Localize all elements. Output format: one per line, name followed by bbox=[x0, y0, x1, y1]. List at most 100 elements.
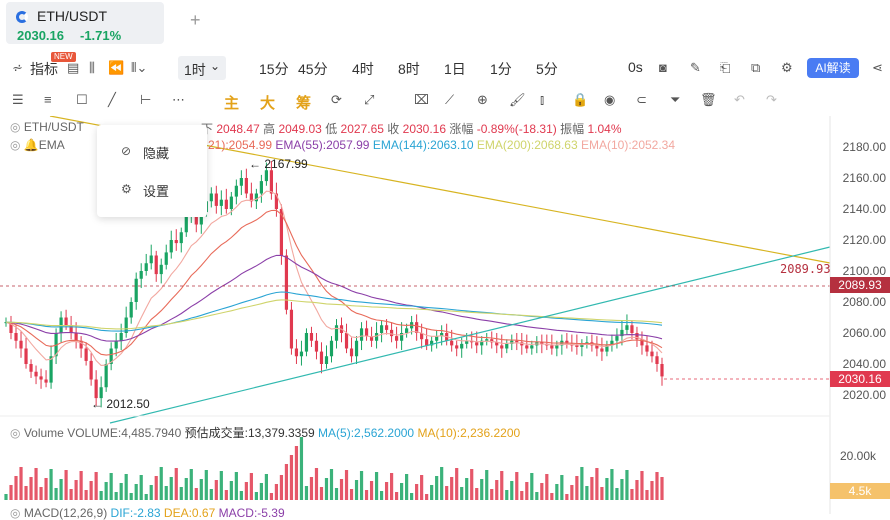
macd-dif: DIF:-2.83 bbox=[110, 506, 161, 520]
settings-menu-item[interactable]: 设置 bbox=[143, 184, 170, 199]
text-tool-icon[interactable]: ⌧ bbox=[414, 92, 429, 107]
undo-box-icon[interactable]: ⎗ bbox=[720, 60, 731, 75]
interval-selector[interactable]: 1时 ⌄ bbox=[178, 56, 226, 80]
menu-icon[interactable]: ☰ bbox=[12, 92, 24, 107]
trendline-icon[interactable]: ╱ bbox=[108, 92, 116, 107]
pen-icon[interactable]: ✎ bbox=[690, 60, 701, 75]
amplitude-label: 振幅 bbox=[560, 122, 585, 136]
template-icon[interactable]: ▤ bbox=[67, 60, 80, 75]
top-toolbar: ⩫ 指标 ▤ ⫼ ⏪ ⫴⌄ 15分 45分 4时 8时 1日 1分 5分 0s … bbox=[0, 54, 890, 82]
horizontal-line-icon[interactable]: ⊢ bbox=[140, 92, 152, 107]
zoom-icon[interactable]: ⊕ bbox=[477, 92, 488, 107]
sync-icon[interactable]: ⟳ bbox=[331, 92, 342, 107]
volume-bar bbox=[339, 479, 344, 500]
volume-bar bbox=[114, 492, 118, 500]
window-icon[interactable]: ⧉ bbox=[751, 60, 761, 75]
magnet-icon[interactable]: ⊂ bbox=[636, 92, 647, 107]
volume-bar bbox=[374, 472, 379, 500]
candle-body bbox=[49, 356, 53, 383]
candle-body bbox=[114, 340, 118, 349]
candle-body bbox=[244, 178, 248, 194]
candle-body bbox=[229, 196, 233, 209]
redo-icon[interactable]: ↷ bbox=[766, 92, 777, 107]
ai-analysis-button[interactable]: AI解读 bbox=[807, 58, 859, 78]
share-icon[interactable]: ⋖ bbox=[872, 60, 883, 75]
candle-body bbox=[79, 340, 83, 349]
volume-bar bbox=[279, 475, 284, 500]
volume-eye-icon[interactable]: ◎ bbox=[10, 426, 21, 440]
candle-body bbox=[299, 351, 304, 357]
big-order-button[interactable]: 大 bbox=[260, 95, 276, 112]
interval-45m[interactable]: 45分 bbox=[298, 61, 328, 77]
hide-menu-item[interactable]: 隐藏 bbox=[143, 146, 170, 161]
volume-bar bbox=[344, 470, 349, 500]
interval-5m[interactable]: 5分 bbox=[536, 61, 558, 77]
candles-icon[interactable]: ⫾ bbox=[540, 92, 545, 107]
ema21-value: 21):2054.99 bbox=[208, 138, 273, 152]
bell-icon[interactable]: 🔔 bbox=[23, 138, 39, 152]
rectangle-icon[interactable]: ☐ bbox=[76, 92, 88, 107]
brush-icon[interactable]: 🖌 bbox=[509, 92, 526, 107]
candle-body bbox=[525, 345, 529, 349]
candle-body bbox=[34, 371, 38, 377]
volume-bar bbox=[309, 477, 314, 500]
filter-icon[interactable]: ⏷ bbox=[670, 92, 681, 107]
volume-bar bbox=[269, 493, 274, 500]
eye-toggle-icon[interactable]: ◎ bbox=[10, 120, 21, 134]
eye-icon[interactable]: ◉ bbox=[604, 92, 616, 107]
measure-icon[interactable]: ⤢ bbox=[364, 92, 375, 107]
lock-icon[interactable]: 🔒 bbox=[572, 92, 589, 107]
interval-0s[interactable]: 0s bbox=[628, 59, 643, 75]
tab-eth-usdt[interactable]: ETH/USDT 2030.16 -1.71% bbox=[6, 2, 164, 44]
add-tab-button[interactable]: + bbox=[190, 10, 201, 30]
settings-icon[interactable]: ⚙ bbox=[781, 60, 793, 75]
volume-est: 预估成交量:13,379.3359 bbox=[184, 426, 315, 440]
chart-type-icon[interactable]: ⫴⌄ bbox=[131, 60, 148, 75]
candle-body bbox=[425, 339, 429, 346]
volume-bar bbox=[334, 488, 339, 500]
chips-button[interactable]: 筹 bbox=[296, 95, 312, 112]
camera-icon[interactable]: ◙ bbox=[659, 60, 667, 75]
indicator-button[interactable]: 指标 bbox=[30, 61, 58, 77]
candle-body bbox=[435, 336, 439, 341]
interval-1d[interactable]: 1日 bbox=[444, 61, 466, 77]
macd-eye-icon[interactable]: ◎ bbox=[10, 506, 21, 520]
replay-icon[interactable]: ⏪ bbox=[108, 60, 125, 75]
candle-body bbox=[515, 340, 519, 343]
candle-body bbox=[645, 345, 649, 352]
candle-body bbox=[349, 348, 354, 357]
candle-body bbox=[269, 170, 274, 194]
volume-bar bbox=[189, 469, 193, 500]
undo-icon[interactable]: ↶ bbox=[734, 92, 745, 107]
layout-icon[interactable]: ⫼ bbox=[89, 60, 95, 75]
interval-1m[interactable]: 1分 bbox=[490, 61, 512, 77]
candle-body bbox=[134, 278, 138, 302]
volume-bar bbox=[435, 476, 439, 500]
interval-8h[interactable]: 8时 bbox=[398, 61, 420, 77]
candle-body bbox=[84, 348, 88, 361]
more-icon[interactable]: ⋯ bbox=[172, 92, 185, 107]
volume-bar bbox=[169, 477, 173, 500]
list-icon[interactable]: ≡ bbox=[44, 92, 52, 107]
tab-change: -1.71% bbox=[80, 28, 122, 43]
candle-body bbox=[279, 209, 284, 256]
price-chart[interactable] bbox=[0, 116, 890, 514]
interval-15m[interactable]: 15分 bbox=[259, 61, 289, 77]
candle-body bbox=[495, 342, 499, 346]
candle-body bbox=[254, 193, 258, 202]
ruler-icon[interactable]: ⟋ bbox=[445, 92, 455, 107]
volume-bar bbox=[244, 482, 248, 500]
main-chart-button[interactable]: 主 bbox=[224, 95, 240, 112]
candle-body bbox=[164, 252, 168, 265]
volume-bar bbox=[64, 470, 68, 500]
tab-bar: ETH/USDT 2030.16 -1.71% + bbox=[0, 0, 890, 46]
volume-bar bbox=[84, 490, 88, 500]
chevron-down-icon: ⌄ bbox=[210, 59, 221, 73]
volume-bar bbox=[179, 487, 183, 500]
volume-bar bbox=[89, 481, 93, 500]
trash-icon[interactable]: 🗑 bbox=[700, 92, 717, 107]
interval-4h[interactable]: 4时 bbox=[352, 61, 374, 77]
volume-bar bbox=[510, 481, 514, 500]
ema-eye-icon[interactable]: ◎ bbox=[10, 138, 21, 152]
high-label: 高 bbox=[263, 122, 276, 136]
